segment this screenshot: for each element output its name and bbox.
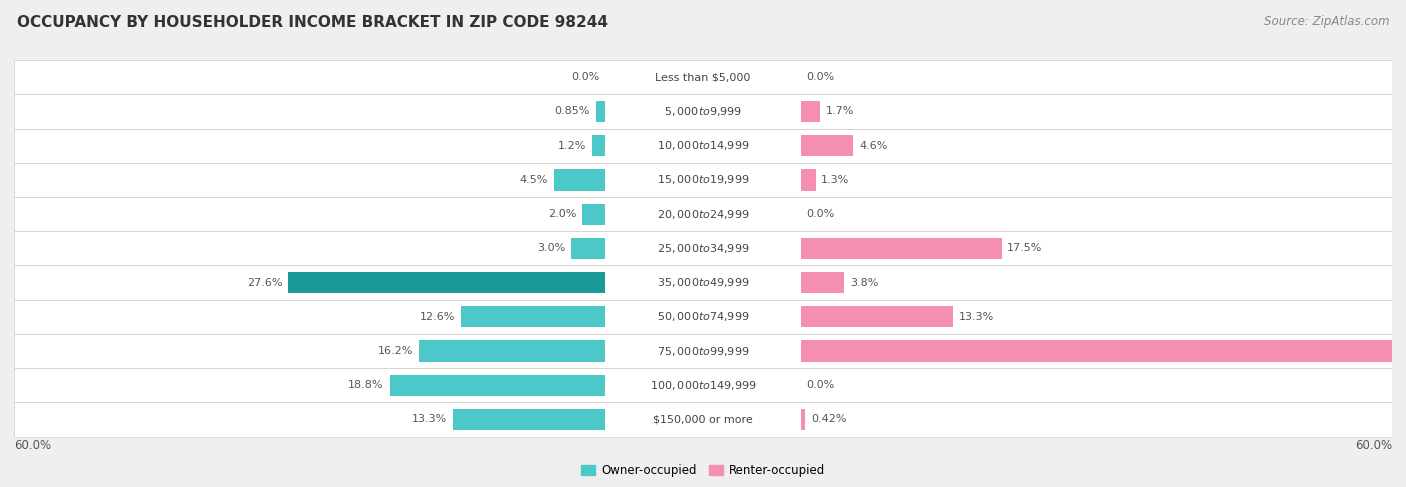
- FancyBboxPatch shape: [14, 197, 1392, 231]
- FancyBboxPatch shape: [14, 60, 1392, 94]
- Bar: [800, 238, 1001, 259]
- Text: 1.2%: 1.2%: [558, 141, 586, 150]
- Text: OCCUPANCY BY HOUSEHOLDER INCOME BRACKET IN ZIP CODE 98244: OCCUPANCY BY HOUSEHOLDER INCOME BRACKET …: [17, 15, 607, 30]
- Text: 1.3%: 1.3%: [821, 175, 849, 185]
- Text: $15,000 to $19,999: $15,000 to $19,999: [657, 173, 749, 187]
- Text: 0.0%: 0.0%: [807, 380, 835, 390]
- Text: 16.2%: 16.2%: [378, 346, 413, 356]
- Text: 0.0%: 0.0%: [807, 72, 835, 82]
- Text: 0.0%: 0.0%: [807, 209, 835, 219]
- Text: 3.8%: 3.8%: [851, 278, 879, 288]
- Bar: [800, 272, 844, 293]
- Text: 1.7%: 1.7%: [825, 107, 855, 116]
- Bar: [554, 169, 606, 190]
- Bar: [582, 204, 606, 225]
- Text: $50,000 to $74,999: $50,000 to $74,999: [657, 310, 749, 323]
- Text: Less than $5,000: Less than $5,000: [655, 72, 751, 82]
- Bar: [571, 238, 606, 259]
- Text: 12.6%: 12.6%: [419, 312, 456, 322]
- Bar: [800, 409, 806, 430]
- FancyBboxPatch shape: [14, 94, 1392, 129]
- Text: $150,000 or more: $150,000 or more: [654, 414, 752, 425]
- Bar: [800, 169, 815, 190]
- Bar: [800, 135, 853, 156]
- Bar: [800, 101, 820, 122]
- FancyBboxPatch shape: [14, 300, 1392, 334]
- Text: 0.0%: 0.0%: [571, 72, 599, 82]
- FancyBboxPatch shape: [14, 231, 1392, 265]
- FancyBboxPatch shape: [14, 163, 1392, 197]
- Bar: [596, 101, 606, 122]
- Text: 13.3%: 13.3%: [959, 312, 994, 322]
- Text: 13.3%: 13.3%: [412, 414, 447, 425]
- Bar: [419, 340, 606, 362]
- Legend: Owner-occupied, Renter-occupied: Owner-occupied, Renter-occupied: [576, 459, 830, 482]
- Text: 17.5%: 17.5%: [1007, 244, 1043, 253]
- Text: $100,000 to $149,999: $100,000 to $149,999: [650, 379, 756, 392]
- Text: 60.0%: 60.0%: [1355, 439, 1392, 452]
- Text: $10,000 to $14,999: $10,000 to $14,999: [657, 139, 749, 152]
- Text: $75,000 to $99,999: $75,000 to $99,999: [657, 344, 749, 357]
- FancyBboxPatch shape: [14, 368, 1392, 402]
- FancyBboxPatch shape: [14, 129, 1392, 163]
- Bar: [389, 375, 606, 396]
- Text: 0.85%: 0.85%: [554, 107, 591, 116]
- Text: 27.6%: 27.6%: [247, 278, 283, 288]
- Bar: [592, 135, 606, 156]
- Text: 4.6%: 4.6%: [859, 141, 887, 150]
- Text: 4.5%: 4.5%: [520, 175, 548, 185]
- Text: 60.0%: 60.0%: [14, 439, 51, 452]
- Text: $35,000 to $49,999: $35,000 to $49,999: [657, 276, 749, 289]
- Bar: [800, 340, 1406, 362]
- Text: 2.0%: 2.0%: [548, 209, 576, 219]
- Text: $5,000 to $9,999: $5,000 to $9,999: [664, 105, 742, 118]
- Bar: [461, 306, 606, 327]
- Text: 0.42%: 0.42%: [811, 414, 846, 425]
- Text: 3.0%: 3.0%: [537, 244, 565, 253]
- Text: 18.8%: 18.8%: [349, 380, 384, 390]
- FancyBboxPatch shape: [14, 265, 1392, 300]
- FancyBboxPatch shape: [14, 334, 1392, 368]
- Text: $25,000 to $34,999: $25,000 to $34,999: [657, 242, 749, 255]
- FancyBboxPatch shape: [14, 402, 1392, 436]
- Bar: [453, 409, 606, 430]
- Text: $20,000 to $24,999: $20,000 to $24,999: [657, 207, 749, 221]
- Text: Source: ZipAtlas.com: Source: ZipAtlas.com: [1264, 15, 1389, 28]
- Bar: [288, 272, 606, 293]
- Bar: [800, 306, 953, 327]
